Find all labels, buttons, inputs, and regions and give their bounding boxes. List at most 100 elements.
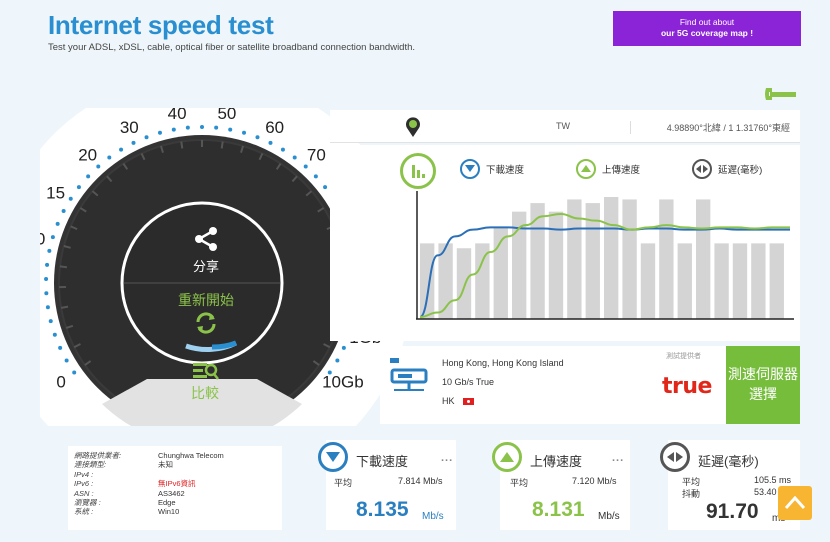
server-country: HK <box>442 396 455 406</box>
gauge-dot <box>86 174 91 179</box>
latency-bar <box>585 203 600 319</box>
gauge-tick-label: 15 <box>46 184 65 203</box>
gauge-tick <box>160 145 164 154</box>
info-key: 連接類型: <box>74 460 107 470</box>
speed-gauge: 015101520304050607080901001Gb10Gb 分享 重新開… <box>40 108 412 426</box>
gauge-tick <box>63 245 71 249</box>
gauge-dot <box>107 155 112 160</box>
gauge-dot <box>214 125 219 130</box>
info-row: 連接類型: 未知 <box>74 460 276 469</box>
gauge-dot <box>45 262 50 267</box>
server-icon <box>390 358 428 391</box>
latency-icon <box>660 442 690 472</box>
gauge-tick <box>240 145 244 154</box>
upload-avg-label: 平均 <box>510 478 529 488</box>
legend-download-label: 下載速度 <box>486 165 525 176</box>
info-row: ASN : AS3462 <box>74 489 276 498</box>
server-country-row: HK <box>442 396 474 406</box>
info-value: AS3462 <box>158 488 185 498</box>
gauge-dot <box>55 221 60 226</box>
legend-upload[interactable]: 上傳速度 <box>576 159 640 179</box>
5g-coverage-promo-button[interactable]: Find out about our 5G coverage map ! <box>613 11 801 46</box>
gauge-dot <box>335 358 340 363</box>
gauge-tick <box>84 360 92 366</box>
upload-more-dots[interactable]: ... <box>612 452 625 464</box>
upload-title: 上傳速度 <box>530 453 583 469</box>
latency-bar <box>696 199 711 319</box>
latency-bar <box>420 243 435 319</box>
upload-result-card: 上傳速度 ... 平均 7.120 Mb/s 8.131 Mb/s <box>492 440 630 530</box>
info-value: Win10 <box>158 507 180 517</box>
download-more-dots[interactable]: ... <box>441 452 454 464</box>
speed-chart <box>416 191 794 320</box>
info-row: 瀏覽器 : Edge <box>74 498 276 507</box>
gauge-tick <box>140 152 146 161</box>
gauge-dot <box>200 125 204 129</box>
latency-bar <box>548 211 564 319</box>
gauge-tick <box>70 225 78 231</box>
info-value <box>158 470 276 479</box>
gauge-dot <box>64 358 69 363</box>
gauge-dot <box>47 248 52 253</box>
share-label[interactable]: 分享 <box>192 259 219 274</box>
server-location: Hong Kong, Hong Kong Island <box>442 358 564 368</box>
hk-flag-icon <box>462 398 474 406</box>
gauge-dot <box>131 140 136 145</box>
gauge-dot <box>268 140 273 145</box>
info-key: ASN : <box>74 488 94 498</box>
compare-icon[interactable] <box>191 360 219 382</box>
jitter-value: 53.40 ms <box>754 487 792 497</box>
gauge-tick-label: 20 <box>78 146 97 165</box>
gauge-tick-label: 10 <box>40 229 45 248</box>
info-row: 網路提供業者: Chunghwa Telecom <box>74 451 276 460</box>
gauge-tick <box>65 324 74 329</box>
gauge-tick <box>275 162 282 170</box>
latency-bar <box>475 243 490 319</box>
latency-bar <box>456 248 472 319</box>
latency-title: 延遲(毫秒) <box>698 453 759 469</box>
compare-label[interactable]: 比較 <box>191 385 219 401</box>
latency-bar <box>732 243 748 319</box>
speed-chart-panel: 下載速度 上傳速度 延遲(毫秒) <box>330 145 800 341</box>
info-key: 系統 : <box>74 507 94 517</box>
latency-bar <box>530 203 545 319</box>
download-result-card: 下載速度 ... 平均 7.814 Mb/s 8.135 Mb/s <box>318 440 456 530</box>
gauge-dot <box>44 291 49 296</box>
promo-line-2: our 5G coverage map ! <box>660 28 754 38</box>
gauge-tick <box>180 141 184 149</box>
wrench-icon[interactable] <box>764 86 796 102</box>
gauge-tick <box>60 305 69 309</box>
download-title: 下載速度 <box>356 453 409 469</box>
download-unit: Mb/s <box>422 511 444 522</box>
gauge-tick <box>291 175 298 183</box>
download-big-value: 8.135 <box>356 498 409 521</box>
restart-label[interactable]: 重新開始 <box>178 292 234 308</box>
latency-avg-value: 105.5 ms <box>754 475 792 485</box>
gauge-graphic: 015101520304050607080901001Gb10Gb <box>40 108 412 426</box>
gauge-tick <box>317 207 325 213</box>
gauge-dot <box>68 196 73 201</box>
gauge-dot <box>292 155 297 160</box>
select-server-button[interactable]: 測速伺服器選擇 <box>726 346 800 424</box>
latency-bar <box>659 199 674 319</box>
info-key: 瀏覽器 : <box>74 497 101 507</box>
gauge-dot <box>58 345 63 350</box>
refresh-icon[interactable] <box>193 310 219 336</box>
gauge-dot <box>228 127 233 132</box>
gauge-tick <box>79 207 87 213</box>
legend-download[interactable]: 下載速度 <box>460 159 524 179</box>
upload-arrow-icon <box>576 159 596 179</box>
latency-bar <box>769 243 784 319</box>
legend-latency[interactable]: 延遲(毫秒) <box>692 159 762 179</box>
gauge-dot <box>171 127 176 132</box>
scroll-to-top-button[interactable] <box>778 486 812 520</box>
latency-avg-label: 平均 <box>682 477 701 487</box>
latency-bar <box>640 243 656 319</box>
share-icon[interactable] <box>193 226 219 252</box>
gauge-dot <box>50 235 55 240</box>
location-bar: TW 4.98890°北緯 / 1 1.31760°東經 <box>330 110 800 143</box>
gauge-dot <box>72 370 77 375</box>
legend-upload-label: 上傳速度 <box>602 165 641 176</box>
gauge-dot <box>185 125 190 130</box>
chart-icon[interactable] <box>400 153 436 189</box>
